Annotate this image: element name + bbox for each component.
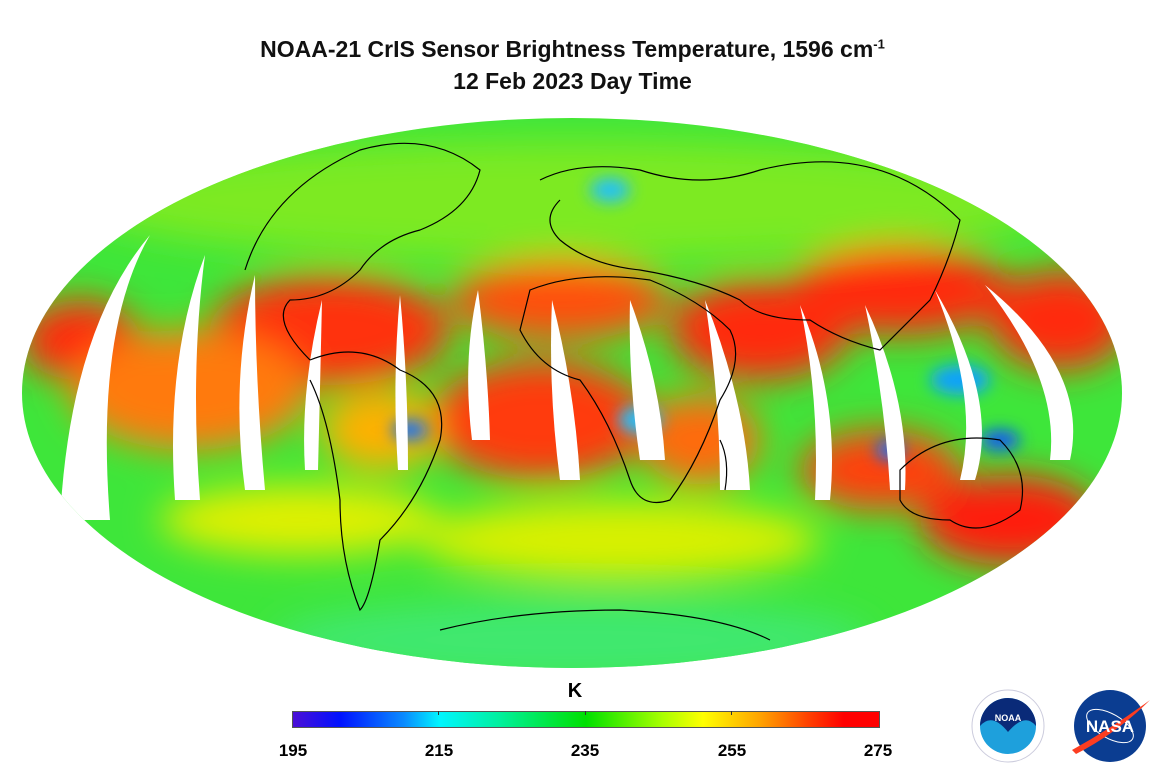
colorbar — [292, 711, 880, 728]
title-text: NOAA-21 CrIS Sensor Brightness Temperatu… — [260, 36, 874, 62]
australia-coast — [899, 437, 1024, 529]
colorbar-tick-label: 195 — [278, 741, 308, 760]
eurasia-coast — [539, 161, 961, 351]
africa-coast — [519, 276, 737, 504]
title-superscript: -1 — [873, 36, 885, 52]
coastlines — [244, 142, 1024, 641]
south-america-coast — [309, 351, 443, 612]
colorbar-tick-mark — [585, 711, 586, 715]
colorbar-tick-label: 255 — [717, 741, 747, 760]
nasa-logo: NASA — [1072, 690, 1150, 762]
antarctica-coast — [439, 609, 771, 641]
noaa-logo: NOAA — [971, 689, 1045, 763]
svg-text:NASA: NASA — [1086, 717, 1134, 736]
agency-logos: NOAA NASA — [971, 689, 1150, 763]
colorbar-tick-mark — [731, 711, 732, 715]
colorbar-tick-label: 215 — [424, 741, 454, 760]
colorbar-tick-mark — [438, 711, 439, 715]
colorbar-tick-label: 275 — [863, 741, 893, 760]
svg-text:NOAA: NOAA — [995, 713, 1022, 723]
north-america-coast — [244, 142, 481, 361]
chart-title: NOAA-21 CrIS Sensor Brightness Temperatu… — [0, 36, 1145, 63]
missing-data-swaths — [60, 235, 1074, 520]
colorbar-unit: K — [567, 680, 583, 702]
chart-subtitle: 12 Feb 2023 Day Time — [453, 68, 692, 94]
madagascar-coast — [719, 439, 728, 491]
colorbar-tick-label: 235 — [570, 741, 600, 760]
